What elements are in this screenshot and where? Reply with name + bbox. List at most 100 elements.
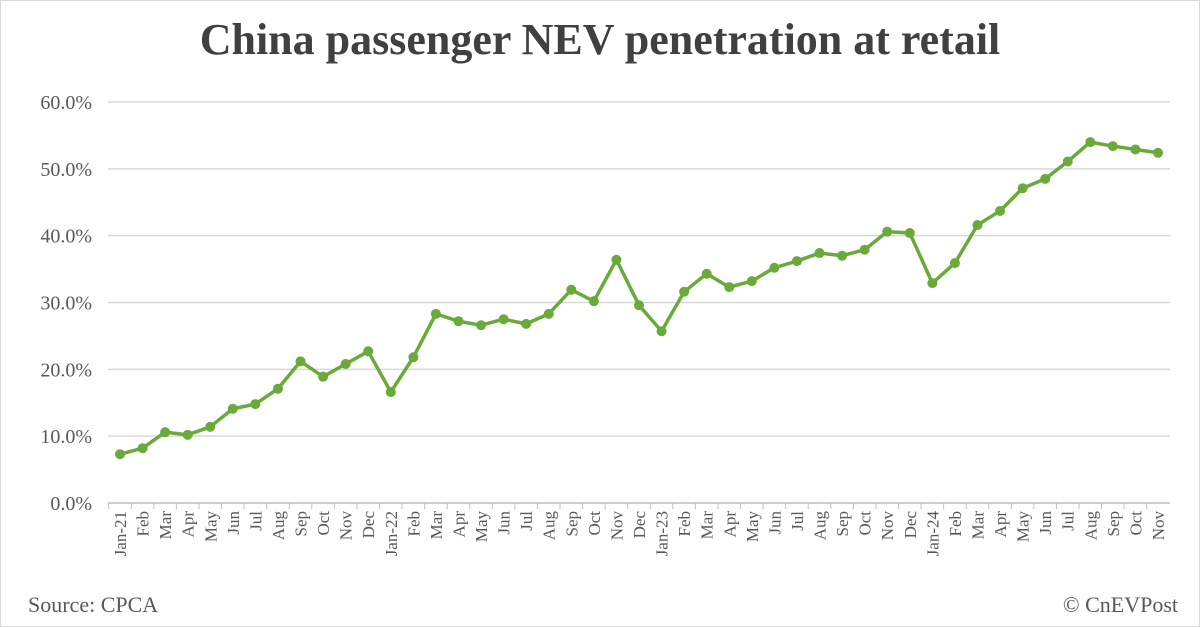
data-point — [227, 403, 238, 414]
data-point — [949, 258, 960, 269]
x-tick-label: Aug — [811, 511, 830, 541]
x-tick-label: Jun — [495, 511, 514, 535]
data-point — [634, 300, 644, 311]
data-point — [250, 399, 261, 410]
data-point — [1017, 183, 1028, 194]
x-tick-label: May — [472, 511, 491, 543]
y-tick-label: 0.0% — [50, 493, 92, 515]
y-tick-label: 10.0% — [40, 426, 92, 448]
x-tick-label: Nov — [337, 511, 356, 541]
x-tick-label: Jun — [1036, 511, 1055, 535]
y-tick-label: 30.0% — [40, 293, 92, 315]
y-tick-label: 60.0% — [40, 92, 92, 114]
x-tick-label: Jun — [224, 511, 243, 535]
source-note: Source: CPCA — [28, 592, 159, 617]
x-tick-label: Nov — [1149, 511, 1168, 541]
x-tick-label: Apr — [991, 511, 1010, 538]
x-tick-label: Sep — [292, 511, 311, 537]
x-tick-label: Dec — [901, 511, 920, 539]
x-tick-label: Jan-22 — [382, 511, 401, 556]
x-tick-label: Feb — [134, 511, 153, 537]
credit-note: © CnEVPost — [1062, 592, 1178, 617]
data-point — [521, 318, 532, 329]
x-tick-label: Jun — [765, 511, 784, 535]
data-point — [408, 352, 419, 363]
data-point — [1062, 156, 1073, 167]
x-tick-label: Dec — [630, 511, 649, 539]
chart-title: China passenger NEV penetration at retai… — [199, 15, 1001, 64]
x-tick-label: Dec — [359, 511, 378, 539]
data-point — [904, 227, 915, 238]
x-tick-label: Apr — [179, 511, 198, 538]
data-point — [272, 383, 283, 394]
x-tick-label: Mar — [427, 511, 446, 540]
x-tick-label: Mar — [698, 511, 717, 540]
x-tick-label: Jul — [517, 511, 536, 531]
data-point — [453, 316, 464, 327]
data-point — [543, 308, 554, 319]
data-point — [115, 449, 125, 460]
data-point — [791, 256, 802, 267]
x-tick-label: Feb — [675, 511, 694, 537]
data-point — [837, 250, 848, 261]
data-point — [859, 244, 870, 255]
data-point — [701, 268, 712, 279]
data-point — [476, 320, 487, 331]
data-point — [724, 282, 735, 293]
x-tick-label: Jan-21 — [111, 511, 130, 556]
x-tick-label: Sep — [833, 511, 852, 537]
data-point — [430, 308, 441, 319]
data-point — [318, 371, 329, 382]
data-point — [340, 358, 351, 369]
data-point — [656, 326, 667, 337]
data-point — [588, 296, 599, 307]
x-tick-label: Aug — [540, 511, 559, 541]
x-tick-label: Apr — [720, 511, 739, 538]
data-point — [385, 387, 396, 398]
data-point — [1085, 137, 1096, 148]
data-point — [566, 284, 577, 295]
x-tick-label: May — [1014, 511, 1033, 543]
data-point — [679, 286, 690, 297]
x-tick-label: Jan-23 — [653, 511, 672, 556]
x-tick-label: Jul — [1059, 511, 1078, 531]
data-point — [205, 421, 216, 432]
x-tick-label: Feb — [404, 511, 423, 537]
x-tick-label: Feb — [946, 511, 965, 537]
y-tick-label: 20.0% — [40, 359, 92, 381]
x-tick-label: Oct — [1126, 511, 1145, 536]
data-point — [137, 443, 148, 454]
x-tick-label: Jul — [788, 511, 807, 531]
x-tick-label: Sep — [562, 511, 581, 537]
data-point — [1107, 141, 1118, 152]
x-tick-label: May — [743, 511, 762, 543]
data-point — [363, 346, 374, 357]
x-tick-label: Oct — [856, 511, 875, 536]
x-tick-label: Aug — [269, 511, 288, 541]
data-point — [882, 226, 893, 237]
data-point — [182, 429, 193, 440]
data-point — [295, 356, 306, 367]
x-tick-label: Jan-24 — [923, 511, 942, 557]
data-point — [160, 427, 171, 438]
x-tick-label: Mar — [156, 511, 175, 540]
data-point — [1040, 173, 1051, 184]
x-tick-label: Nov — [878, 511, 897, 541]
x-tick-label: Aug — [1081, 511, 1100, 541]
x-tick-label: Oct — [314, 511, 333, 536]
data-point — [814, 248, 825, 259]
data-point — [1130, 144, 1141, 155]
x-tick-label: Apr — [449, 511, 468, 538]
series-line — [119, 140, 1159, 456]
x-tick-label: Mar — [968, 511, 987, 540]
x-tick-label: May — [201, 511, 220, 543]
y-tick-label: 50.0% — [40, 159, 92, 181]
data-point — [927, 278, 938, 289]
x-tick-label: Oct — [585, 511, 604, 536]
data-point — [746, 276, 757, 287]
data-point — [498, 314, 509, 325]
data-point — [995, 205, 1006, 216]
data-point — [769, 262, 780, 273]
data-point — [972, 219, 983, 230]
